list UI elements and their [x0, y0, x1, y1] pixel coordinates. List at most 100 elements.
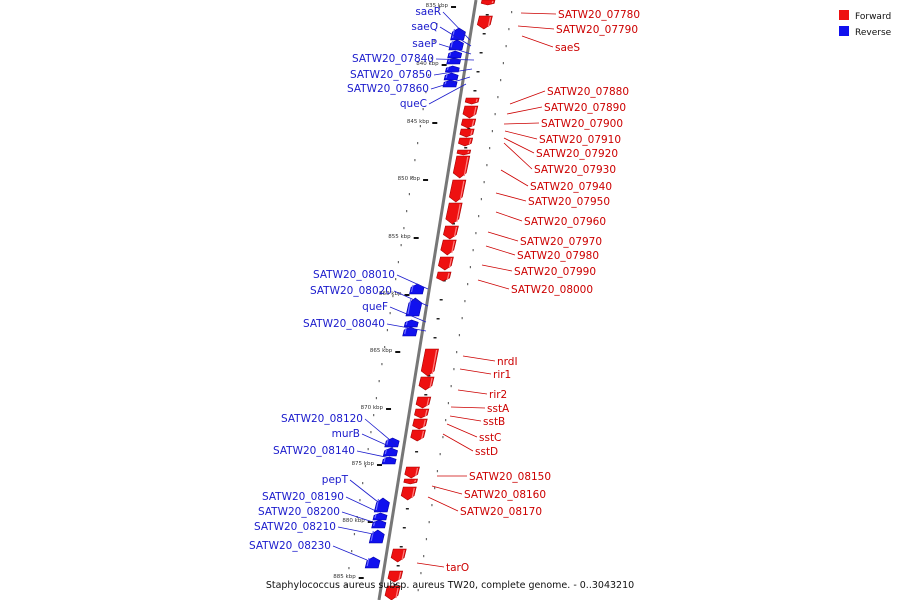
gene-sheen — [384, 448, 388, 455]
reverse-gene-label[interactable]: SATW20_08190 — [262, 491, 344, 503]
forward-label-leader — [446, 423, 478, 438]
gene-sheen — [370, 530, 374, 542]
reverse-gene-label[interactable]: saeP — [412, 38, 437, 50]
gene-sheen — [415, 467, 419, 477]
forward-label-leader — [457, 389, 488, 395]
gene-sheen — [491, 0, 494, 4]
genome-title: Staphylococcus aureus subsp. aureus TW20… — [266, 580, 634, 591]
reverse-gene-label[interactable]: SATW20_08230 — [249, 540, 331, 552]
gene-sheen — [468, 138, 472, 145]
reverse-gene-label[interactable]: SATW20_07840 — [352, 53, 434, 65]
forward-gene-label[interactable]: SATW20_07940 — [530, 181, 612, 193]
gene-sheen — [423, 419, 426, 428]
forward-gene-label[interactable]: sstD — [475, 446, 498, 458]
forward-gene-label[interactable]: sstA — [487, 403, 510, 415]
forward-gene-label[interactable]: SATW20_07900 — [541, 118, 623, 130]
reverse-label-leader — [435, 58, 475, 61]
gene-sheen — [487, 16, 492, 28]
forward-gene-block[interactable] — [403, 478, 418, 485]
forward-gene-label[interactable]: SATW20_07880 — [547, 86, 629, 98]
gene-sheen — [375, 498, 380, 511]
reverse-gene-label[interactable]: SATW20_08010 — [313, 269, 395, 281]
forward-gene-block[interactable] — [480, 0, 496, 6]
forward-gene-label[interactable]: SATW20_08160 — [464, 489, 546, 501]
forward-gene-label[interactable]: SATW20_07910 — [539, 134, 621, 146]
tick-label: 845 kbp — [407, 119, 430, 125]
strand-legend: Forward Reverse — [839, 10, 892, 38]
forward-gene-label[interactable]: SATW20_08170 — [460, 506, 542, 518]
forward-gene-block[interactable] — [420, 348, 439, 377]
forward-gene-label[interactable]: SATW20_07950 — [528, 196, 610, 208]
forward-gene-label[interactable]: SATW20_07970 — [520, 236, 602, 248]
forward-gene-block[interactable] — [452, 155, 471, 179]
forward-gene-label[interactable]: sstB — [483, 416, 505, 428]
forward-gene-label[interactable]: rir2 — [489, 389, 507, 401]
gene-sheen — [373, 520, 376, 527]
forward-gene-label[interactable]: rir1 — [493, 369, 511, 381]
reverse-label-leader — [341, 511, 377, 524]
gene-sheen — [473, 106, 477, 117]
forward-gene-block[interactable] — [440, 239, 457, 256]
forward-gene-label[interactable]: nrdI — [497, 356, 518, 368]
forward-gene-block[interactable] — [384, 585, 401, 600]
gene-sheen — [467, 150, 470, 154]
forward-gene-label[interactable]: SATW20_07930 — [534, 164, 616, 176]
gene-sheen — [471, 119, 475, 127]
tick-label: 880 kbp — [342, 518, 365, 524]
reverse-label-leader — [349, 479, 379, 503]
gene-sheen — [426, 397, 430, 407]
forward-gene-block[interactable] — [458, 137, 474, 147]
forward-gene-block[interactable] — [456, 149, 472, 156]
forward-gene-label[interactable]: SATW20_07980 — [517, 250, 599, 262]
reverse-gene-label[interactable]: SATW20_07850 — [350, 69, 432, 81]
gene-sheen — [445, 73, 448, 79]
forward-label-leader — [503, 137, 535, 154]
reverse-gene-label[interactable]: SATW20_08200 — [258, 506, 340, 518]
forward-label-leader — [495, 211, 523, 222]
forward-gene-label[interactable]: SATW20_07890 — [544, 102, 626, 114]
gene-sheen — [463, 156, 469, 177]
reverse-label-leader — [364, 418, 397, 446]
forward-gene-label[interactable]: SATW20_07960 — [524, 216, 606, 228]
forward-gene-label[interactable]: tarO — [446, 562, 469, 574]
forward-label-leader — [459, 368, 492, 375]
reverse-gene-label[interactable]: murB — [332, 428, 360, 440]
forward-gene-label[interactable]: sstC — [479, 432, 501, 444]
gene-sheen — [446, 66, 449, 71]
reverse-gene-label[interactable]: queC — [400, 98, 427, 110]
forward-gene-label[interactable]: SATW20_08150 — [469, 471, 551, 483]
reverse-gene-label[interactable]: pepT — [322, 474, 349, 486]
reverse-label-leader — [438, 43, 472, 55]
gene-sheen — [414, 479, 417, 483]
forward-gene-label[interactable]: SATW20_07790 — [556, 24, 638, 36]
gene-sheen — [451, 240, 455, 254]
tick-label: 855 kbp — [388, 234, 411, 240]
gene-sheen — [411, 487, 415, 499]
forward-gene-label[interactable]: SATW20_07780 — [558, 9, 640, 21]
forward-gene-block[interactable] — [464, 97, 480, 105]
reverse-gene-label[interactable]: SATW20_08140 — [273, 445, 355, 457]
gene-sheen — [449, 51, 452, 57]
reverse-gene-label[interactable]: SATW20_08040 — [303, 318, 385, 330]
gene-sheen — [366, 557, 370, 567]
forward-gene-label[interactable]: SATW20_07920 — [536, 148, 618, 160]
forward-gene-label[interactable]: SATW20_07990 — [514, 266, 596, 278]
forward-label-leader — [503, 142, 533, 170]
reverse-gene-label[interactable]: saeR — [415, 6, 441, 18]
reverse-gene-label[interactable]: SATW20_08210 — [254, 521, 336, 533]
reverse-gene-label[interactable]: queF — [362, 301, 388, 313]
reverse-label-leader — [361, 433, 394, 449]
forward-gene-block[interactable] — [449, 179, 467, 203]
forward-label-leader — [520, 12, 557, 15]
forward-gene-block[interactable] — [445, 202, 463, 225]
reverse-gene-label[interactable]: SATW20_08120 — [281, 413, 363, 425]
reverse-gene-label[interactable]: SATW20_07860 — [347, 83, 429, 95]
forward-gene-block[interactable] — [459, 128, 475, 138]
forward-gene-label[interactable]: saeS — [555, 42, 580, 54]
forward-gene-label[interactable]: SATW20_08000 — [511, 284, 593, 296]
reverse-gene-label[interactable]: saeQ — [411, 21, 438, 33]
reverse-gene-label[interactable]: SATW20_08020 — [310, 285, 392, 297]
tick-mark — [451, 6, 457, 8]
gene-sheen — [475, 98, 478, 103]
